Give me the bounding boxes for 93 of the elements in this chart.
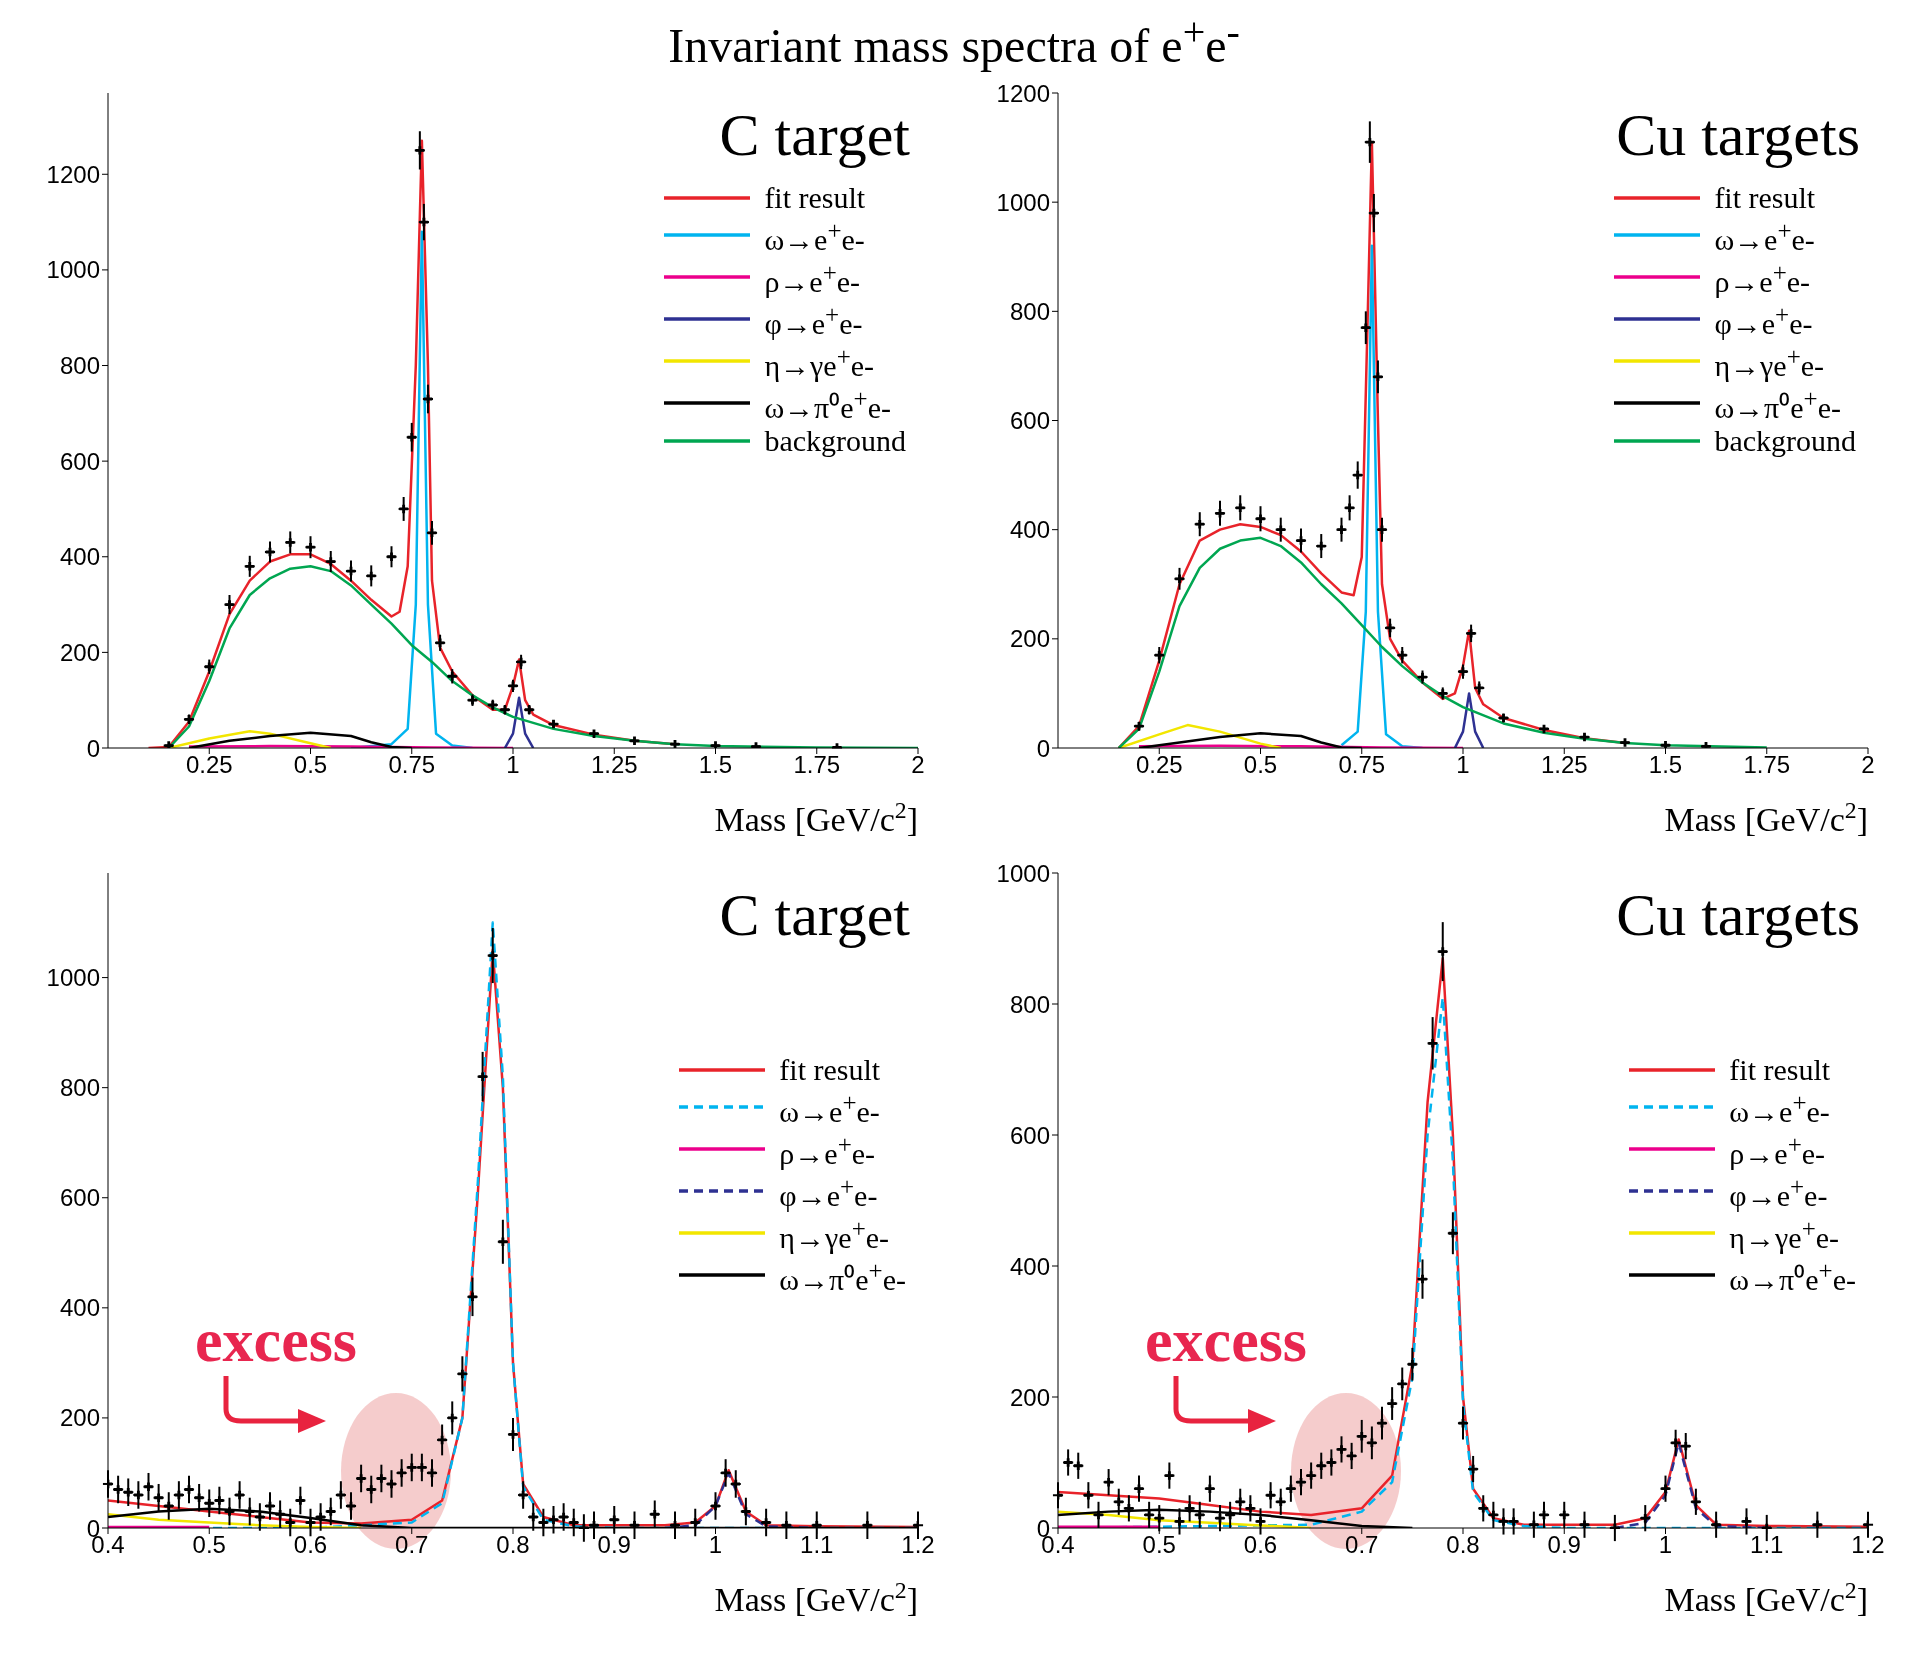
x-tick-label: 1.2 <box>901 1531 935 1559</box>
y-tick-label: 200 <box>1009 625 1050 653</box>
y-tick-label: 1000 <box>996 859 1050 887</box>
x-tick-label: 1.2 <box>1851 1531 1885 1559</box>
x-tick-label: 1 <box>708 1531 723 1559</box>
legend-label: ρ→e$^{+}$e- <box>764 258 861 298</box>
x-tick-label: 0.5 <box>1142 1531 1176 1559</box>
legend-label: ω→π⁰e$^{+}$e- <box>764 384 892 424</box>
x-tick-label: 0.75 <box>1338 751 1386 779</box>
text: Invariant mass spectra of e$^{+}$e$^{-}$ <box>667 8 1241 73</box>
x-axis-title: Mass [GeV/c$^{2}$] <box>714 797 918 838</box>
x-tick-label: 0.7 <box>1345 1531 1379 1559</box>
x-tick-label: 0.9 <box>597 1531 631 1559</box>
x-tick-label: 1.5 <box>1648 751 1683 779</box>
x-tick-label: 1.1 <box>1750 1531 1784 1559</box>
x-tick-label: 1.5 <box>698 751 733 779</box>
y-tick-label: 800 <box>1009 990 1050 1018</box>
legend-label: ρ→e$^{+}$e- <box>1729 1130 1826 1170</box>
legend-label: φ→e$^{+}$e- <box>1729 1172 1828 1212</box>
y-tick-label: 400 <box>59 543 100 571</box>
y-tick-label: 600 <box>1009 407 1050 435</box>
x-tick-label: 0.8 <box>1446 1531 1480 1559</box>
legend-label: ρ→e$^{+}$e- <box>1714 258 1811 298</box>
x-tick-label: 1.25 <box>590 751 638 779</box>
x-axis-title: Mass [GeV/c$^{2}$] <box>714 1577 918 1618</box>
x-tick-label: 0.5 <box>293 751 328 779</box>
legend-label: ω→π⁰e$^{+}$e- <box>1729 1256 1856 1296</box>
y-tick-label: 400 <box>1009 1252 1050 1280</box>
x-tick-label: 0.25 <box>1135 751 1183 779</box>
x-tick-label: 1 <box>506 751 520 779</box>
x-tick-label: 1 <box>1658 1531 1673 1559</box>
legend-label: η→γe$^{+}$e- <box>779 1214 890 1254</box>
y-tick-label: 400 <box>59 1294 100 1322</box>
y-tick-label: 200 <box>59 1404 100 1432</box>
y-tick-label: 1000 <box>996 188 1050 216</box>
annotation: excess <box>195 1306 357 1374</box>
x-tick-label: 0.5 <box>1243 751 1278 779</box>
y-tick-label: 600 <box>59 447 100 475</box>
y-tick-label: 600 <box>59 1184 100 1212</box>
x-tick-label: 0.25 <box>185 751 233 779</box>
legend-label: fit result <box>764 181 866 214</box>
x-tick-label: 0.8 <box>496 1531 530 1559</box>
y-tick-label: 1000 <box>46 964 100 992</box>
chart-title: Cu targets <box>1616 881 1860 950</box>
legend-label: ω→e$^{+}$e- <box>1729 1088 1830 1128</box>
x-tick-label: 1.75 <box>1743 751 1791 779</box>
legend-label: φ→e$^{+}$e- <box>1714 300 1813 340</box>
legend-label: fit result <box>779 1053 881 1086</box>
x-tick-label: 1.1 <box>800 1531 834 1559</box>
x-tick-label: 0.6 <box>293 1531 328 1559</box>
legend-label: φ→e$^{+}$e- <box>764 300 863 340</box>
legend-label: ρ→e$^{+}$e- <box>779 1130 876 1170</box>
legend-label: η→γe$^{+}$e- <box>1729 1214 1840 1254</box>
x-axis-title: Mass [GeV/c$^{2}$] <box>1664 797 1868 838</box>
legend-label: η→γe$^{+}$e- <box>764 342 875 382</box>
y-tick-label: 800 <box>59 1074 100 1102</box>
legend-label: ω→e$^{+}$e- <box>779 1088 880 1128</box>
x-tick-label: 0.5 <box>192 1531 226 1559</box>
x-axis-title: Mass [GeV/c$^{2}$] <box>1664 1577 1868 1618</box>
y-tick-label: 0 <box>86 734 100 762</box>
y-tick-label: 800 <box>59 352 100 380</box>
y-tick-label: 1200 <box>996 79 1050 107</box>
legend-label: ω→π⁰e$^{+}$e- <box>779 1256 906 1296</box>
annotation: excess <box>1145 1306 1307 1374</box>
y-tick-label: 0 <box>1036 734 1050 762</box>
chart-title: C target <box>719 881 910 950</box>
legend-label: fit result <box>1714 181 1816 214</box>
legend-label: ω→e$^{+}$e- <box>1714 216 1815 256</box>
x-tick-label: 1.75 <box>793 751 841 779</box>
legend-label: fit result <box>1729 1053 1831 1086</box>
y-tick-label: 1000 <box>46 256 100 284</box>
legend-label: ω→π⁰e$^{+}$e- <box>1714 384 1842 424</box>
legend-label: φ→e$^{+}$e- <box>779 1172 878 1212</box>
chart-title: Cu targets <box>1616 101 1860 170</box>
x-tick-label: 0.6 <box>1243 1531 1278 1559</box>
x-tick-label: 1.25 <box>1540 751 1588 779</box>
chart-title: C target <box>719 101 910 170</box>
y-tick-label: 1200 <box>46 160 100 188</box>
x-tick-label: 0.9 <box>1547 1531 1581 1559</box>
y-tick-label: 600 <box>1009 1121 1050 1149</box>
y-tick-label: 200 <box>1009 1383 1050 1411</box>
x-tick-label: 2 <box>1861 751 1875 779</box>
x-tick-label: 0.75 <box>388 751 436 779</box>
y-tick-label: 400 <box>1009 516 1050 544</box>
x-tick-label: 1 <box>1456 751 1470 779</box>
legend-label: background <box>1714 424 1856 457</box>
x-tick-label: 2 <box>911 751 925 779</box>
y-tick-label: 200 <box>59 638 100 666</box>
legend-label: background <box>764 424 906 457</box>
legend-label: η→γe$^{+}$e- <box>1714 342 1825 382</box>
legend-label: ω→e$^{+}$e- <box>764 216 865 256</box>
x-tick-label: 0.7 <box>395 1531 429 1559</box>
y-tick-label: 800 <box>1009 297 1050 325</box>
